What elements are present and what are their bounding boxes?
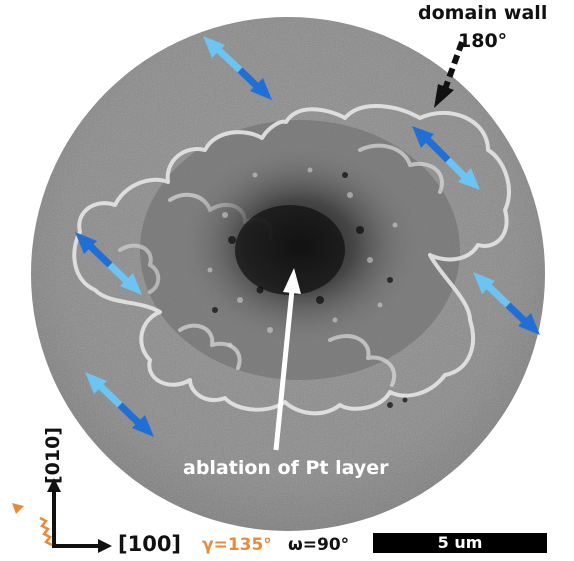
ablation-dark-spots — [212, 172, 408, 408]
ablation-core — [180, 145, 420, 345]
scale-bar-label: 5 um — [437, 533, 483, 552]
domain-wall-angle-label: 180° — [458, 30, 508, 52]
ablation-label: ablation of Pt layer — [183, 457, 389, 479]
axis-y-label: [010] — [42, 426, 64, 484]
omega-label: ω=90° — [288, 535, 350, 555]
scale-bar: 5 um — [373, 533, 547, 553]
magnetization-arrow-right — [473, 272, 540, 335]
ablation-pointer-arrow — [273, 268, 301, 451]
domain-wall-loops — [72, 104, 511, 416]
ablation-speckles — [207, 167, 398, 348]
magnetization-arrow-right-top — [412, 126, 480, 190]
magnetization-arrow-top — [203, 36, 272, 100]
gamma-label: γ=135° — [202, 535, 272, 555]
magnetization-arrow-bottom-left — [85, 372, 154, 437]
domain-wall-pointer-arrow — [434, 40, 465, 108]
crystal-axes — [47, 478, 112, 553]
incidence-wave-arrow — [12, 503, 53, 547]
domain-wall-label: domain wall — [418, 2, 548, 24]
magnetization-arrow-left — [75, 232, 142, 295]
axis-x-label: [100] — [118, 532, 182, 556]
